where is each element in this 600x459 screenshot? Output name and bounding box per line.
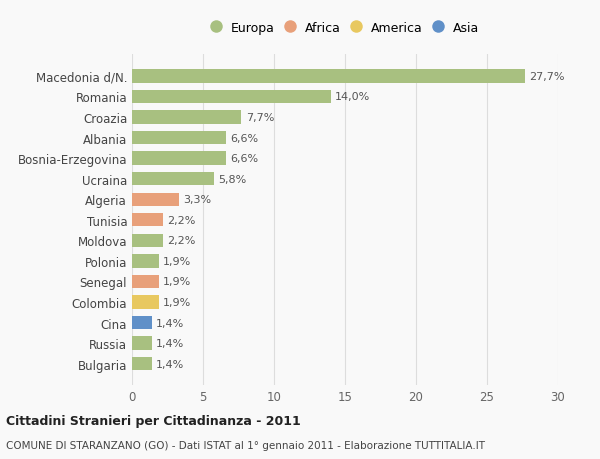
Bar	[132, 316, 152, 330]
Bar	[132, 296, 159, 309]
Bar	[132, 90, 331, 104]
Text: 1,4%: 1,4%	[156, 338, 184, 348]
Bar	[132, 111, 241, 124]
Bar	[132, 213, 163, 227]
Text: 7,7%: 7,7%	[245, 113, 274, 123]
Text: Cittadini Stranieri per Cittadinanza - 2011: Cittadini Stranieri per Cittadinanza - 2…	[6, 414, 301, 427]
Bar	[132, 193, 179, 207]
Bar	[132, 173, 214, 186]
Bar	[132, 234, 163, 247]
Text: 1,9%: 1,9%	[163, 256, 191, 266]
Text: 27,7%: 27,7%	[530, 72, 565, 82]
Text: 1,4%: 1,4%	[156, 359, 184, 369]
Text: 1,9%: 1,9%	[163, 277, 191, 287]
Text: 6,6%: 6,6%	[230, 133, 258, 143]
Text: 14,0%: 14,0%	[335, 92, 370, 102]
Bar	[132, 275, 159, 289]
Bar	[132, 132, 226, 145]
Bar	[132, 152, 226, 165]
Bar	[132, 337, 152, 350]
Text: 2,2%: 2,2%	[167, 236, 196, 246]
Text: COMUNE DI STARANZANO (GO) - Dati ISTAT al 1° gennaio 2011 - Elaborazione TUTTITA: COMUNE DI STARANZANO (GO) - Dati ISTAT a…	[6, 440, 485, 450]
Bar	[132, 70, 526, 84]
Text: 2,2%: 2,2%	[167, 215, 196, 225]
Text: 1,9%: 1,9%	[163, 297, 191, 308]
Text: 1,4%: 1,4%	[156, 318, 184, 328]
Bar	[132, 357, 152, 370]
Bar	[132, 255, 159, 268]
Text: 5,8%: 5,8%	[218, 174, 247, 185]
Text: 6,6%: 6,6%	[230, 154, 258, 164]
Text: 3,3%: 3,3%	[183, 195, 211, 205]
Legend: Europa, Africa, America, Asia: Europa, Africa, America, Asia	[208, 18, 482, 39]
